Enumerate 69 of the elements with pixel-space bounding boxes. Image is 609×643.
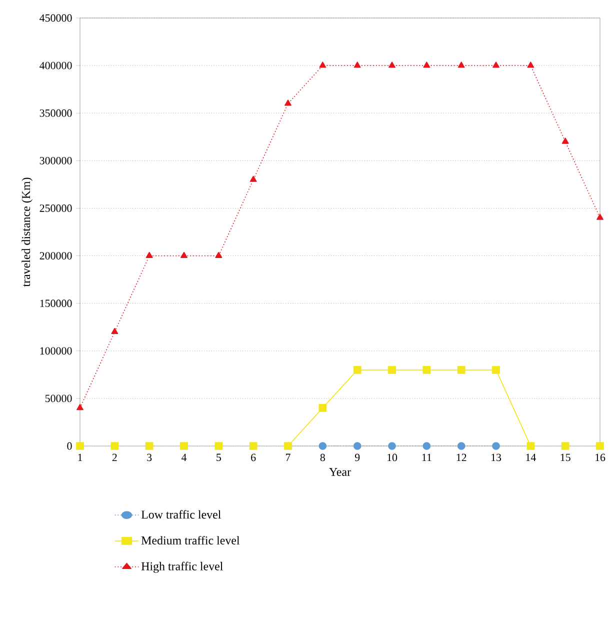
- point: [249, 442, 258, 450]
- point: [215, 252, 222, 258]
- x-tick-label: 10: [388, 454, 398, 462]
- point: [388, 62, 396, 68]
- y-tick-label: 400000: [40, 62, 72, 70]
- x-tick-label: 14: [526, 454, 536, 462]
- x-tick-label: 13: [492, 454, 502, 462]
- point: [457, 366, 466, 374]
- point: [561, 442, 570, 450]
- point: [527, 62, 534, 68]
- point: [76, 442, 84, 450]
- y-tick-label: 100000: [40, 347, 72, 355]
- x-tick-label: 15: [560, 454, 570, 462]
- point: [596, 442, 604, 450]
- point: [353, 366, 362, 374]
- point: [318, 442, 327, 450]
- point: [110, 442, 119, 450]
- point: [457, 442, 466, 450]
- x-tick-label: 5: [216, 454, 222, 462]
- point: [526, 442, 535, 450]
- point: [388, 366, 396, 374]
- y-tick-label: 200000: [40, 252, 72, 260]
- x-tick-label: 12: [456, 454, 466, 462]
- point: [562, 138, 569, 144]
- y-tick-label: 300000: [40, 156, 72, 164]
- legend-label: Medium traffic level: [142, 536, 240, 544]
- x-tick-label: 11: [422, 454, 432, 462]
- point: [423, 62, 430, 68]
- point: [180, 442, 188, 450]
- point: [146, 252, 153, 258]
- point: [76, 404, 84, 410]
- point: [284, 100, 292, 106]
- y-axis-title: traveled distance (Km): [22, 178, 33, 287]
- point: [422, 442, 431, 450]
- point: [458, 62, 465, 68]
- x-tick-label: 1: [78, 454, 82, 462]
- y-tick-label: 250000: [40, 204, 72, 212]
- point: [492, 366, 500, 374]
- y-tick-label: 0: [67, 442, 72, 450]
- point: [492, 62, 500, 68]
- y-tick-label: 150000: [40, 300, 72, 308]
- x-tick-label: 6: [251, 454, 256, 462]
- point: [214, 442, 223, 450]
- point: [318, 404, 327, 412]
- x-tick-label: 2: [112, 454, 117, 462]
- point: [250, 176, 257, 182]
- x-tick-label: 7: [286, 454, 291, 461]
- point: [354, 62, 361, 68]
- y-tick-label: 450000: [40, 14, 72, 22]
- x-tick-label: 9: [355, 454, 360, 462]
- x-tick-label: 4: [182, 454, 187, 461]
- x-axis-title: Year: [329, 468, 352, 476]
- legend-label: High traffic level: [142, 562, 224, 573]
- y-tick-label: 350000: [40, 109, 72, 117]
- point: [284, 442, 292, 450]
- point: [319, 62, 326, 68]
- point: [353, 442, 362, 450]
- point: [111, 328, 118, 334]
- y-tick-label: 50000: [46, 394, 72, 402]
- point: [492, 442, 500, 450]
- point: [422, 366, 431, 374]
- point: [388, 442, 396, 450]
- point: [145, 442, 154, 450]
- legend-label: Low traffic level: [142, 510, 222, 519]
- point: [180, 252, 188, 258]
- x-tick-label: 8: [320, 454, 326, 462]
- x-tick-label: 3: [147, 454, 152, 462]
- point: [596, 214, 604, 220]
- x-tick-label: 16: [596, 454, 606, 462]
